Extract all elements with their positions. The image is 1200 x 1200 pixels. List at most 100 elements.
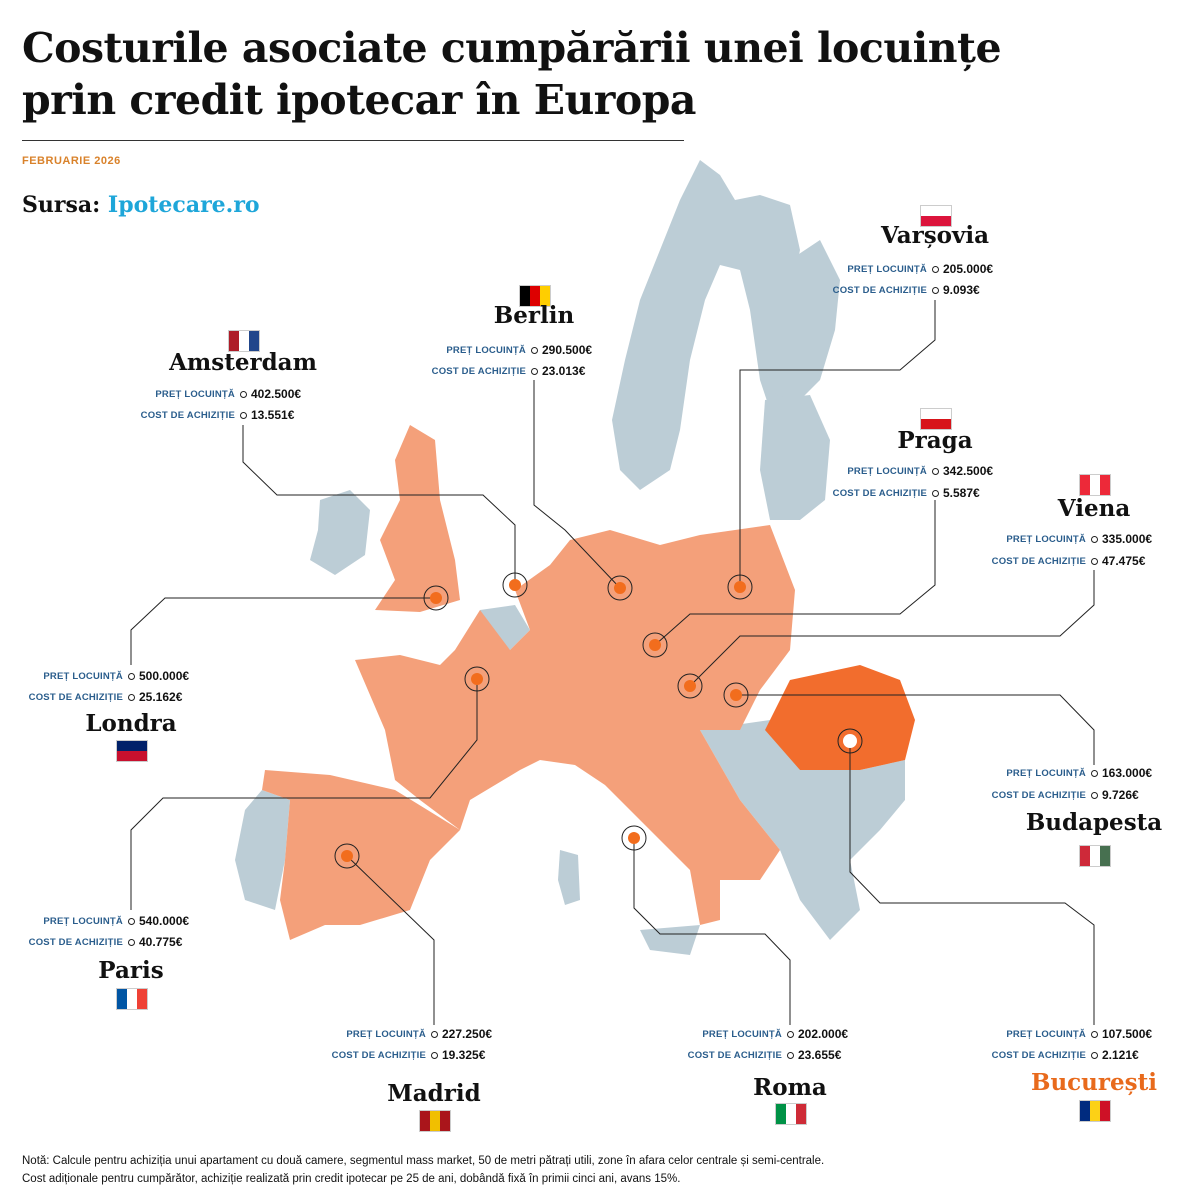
- marker-paris: [471, 673, 483, 685]
- knot-icon: [932, 468, 939, 475]
- cost-label: COST DE ACHIZIȚIE: [140, 409, 235, 421]
- marker-bucuresti: [843, 734, 857, 748]
- source-label: Sursa:: [22, 192, 101, 218]
- footnote: Notă: Calcule pentru achiziția unui apar…: [22, 1152, 824, 1188]
- city-name-viena: Viena: [1057, 495, 1131, 522]
- marker-ring-varsovia: [727, 574, 753, 600]
- cost-value: 13.551€: [251, 408, 295, 422]
- region-ireland: [310, 490, 370, 575]
- cost-value: 47.475€: [1102, 554, 1146, 568]
- cost-label: COST DE ACHIZIȚIE: [832, 284, 927, 296]
- city-name-praga: Praga: [897, 427, 973, 454]
- marker-londra: [430, 592, 442, 604]
- knot-icon: [1091, 1052, 1098, 1059]
- marker-ring-amsterdam: [502, 572, 528, 598]
- knot-icon: [1091, 770, 1098, 777]
- region-spain: [262, 770, 460, 940]
- flag-roma-icon: [775, 1103, 807, 1125]
- knot-icon: [1091, 558, 1098, 565]
- line-viena: [689, 570, 1095, 687]
- marker-varsovia: [734, 581, 746, 593]
- city-name-paris: Paris: [98, 957, 164, 984]
- price-label: PREȚ LOCUINȚĂ: [155, 388, 235, 400]
- region-finland: [775, 240, 840, 400]
- price-value: 290.500€: [542, 343, 593, 357]
- price-value: 342.500€: [943, 464, 994, 478]
- marker-roma: [628, 832, 640, 844]
- region-scandinavia: [612, 160, 800, 490]
- knot-icon: [128, 673, 135, 680]
- city-name-amsterdam: Amsterdam: [169, 349, 317, 376]
- cost-value: 9.093€: [943, 283, 980, 297]
- knot-icon: [787, 1031, 794, 1038]
- flag-praga-icon: [920, 408, 952, 430]
- marker-ring-praga: [642, 632, 668, 658]
- price-label: PREȚ LOCUINȚĂ: [847, 263, 927, 275]
- price-label: PREȚ LOCUINȚĂ: [43, 915, 123, 927]
- knot-icon: [240, 391, 247, 398]
- footnote-line-1: Notă: Calcule pentru achiziția unui apar…: [22, 1155, 825, 1167]
- price-value: 227.250€: [442, 1027, 493, 1041]
- region-portugal: [235, 790, 290, 910]
- cost-value: 2.121€: [1102, 1048, 1139, 1062]
- flag-amsterdam-icon: [228, 330, 260, 352]
- price-value: 107.500€: [1102, 1027, 1153, 1041]
- price-value: 402.500€: [251, 387, 302, 401]
- source-link[interactable]: Ipotecare.ro: [107, 192, 260, 218]
- city-name-berlin: Berlin: [493, 302, 575, 329]
- price-label: PREȚ LOCUINȚĂ: [702, 1028, 782, 1040]
- city-name-varsovia: Varșovia: [880, 222, 990, 249]
- marker-ring-londra: [423, 585, 449, 611]
- cost-value: 19.325€: [442, 1048, 486, 1062]
- marker-ring-berlin: [607, 575, 633, 601]
- title-line-1: Costurile asociate cumpărării unei locui…: [22, 24, 1002, 72]
- flag-varsovia-icon: [920, 205, 952, 227]
- price-value: 202.000€: [798, 1027, 849, 1041]
- marker-ring-bucuresti: [837, 728, 863, 754]
- knot-icon: [1091, 536, 1098, 543]
- line-bucuresti: [849, 741, 1095, 1025]
- knot-icon: [240, 412, 247, 419]
- city-name-roma: Roma: [753, 1074, 827, 1101]
- price-label: PREȚ LOCUINȚĂ: [1006, 1028, 1086, 1040]
- region-continent: [355, 525, 795, 925]
- region-balkans: [700, 720, 905, 940]
- page-title: Costurile asociate cumpărării unei locui…: [22, 22, 1022, 126]
- line-londra: [130, 597, 436, 665]
- region-sardinia: [558, 850, 580, 905]
- price-value: 205.000€: [943, 262, 994, 276]
- price-label: PREȚ LOCUINȚĂ: [446, 344, 526, 356]
- cost-value: 40.775€: [139, 935, 183, 949]
- title-line-2: prin credit ipotecar în Europa: [22, 76, 696, 124]
- line-madrid: [346, 855, 435, 1025]
- cost-label: COST DE ACHIZIȚIE: [991, 1049, 1086, 1061]
- source-line: Sursa: Ipotecare.ro: [22, 192, 260, 218]
- map-land: [235, 160, 915, 955]
- knot-icon: [1091, 792, 1098, 799]
- price-value: 163.000€: [1102, 766, 1153, 780]
- marker-budapesta: [730, 689, 742, 701]
- price-value: 335.000€: [1102, 532, 1153, 546]
- marker-madrid: [341, 850, 353, 862]
- cost-label: COST DE ACHIZIȚIE: [687, 1049, 782, 1061]
- region-uk: [375, 425, 460, 612]
- city-name-madrid: Madrid: [387, 1080, 481, 1107]
- line-budapesta: [736, 694, 1095, 765]
- line-varsovia: [739, 300, 936, 587]
- knot-icon: [128, 939, 135, 946]
- flag-paris-icon: [116, 988, 148, 1010]
- cost-label: COST DE ACHIZIȚIE: [431, 365, 526, 377]
- knot-icon: [932, 287, 939, 294]
- flag-berlin-icon: [519, 285, 551, 307]
- line-amsterdam: [242, 425, 516, 585]
- knot-icon: [128, 694, 135, 701]
- connector-lines: [130, 300, 1095, 1025]
- marker-praga: [649, 639, 661, 651]
- marker-ring-roma: [621, 825, 647, 851]
- cost-value: 5.587€: [943, 486, 980, 500]
- price-label: PREȚ LOCUINȚĂ: [1006, 533, 1086, 545]
- price-label: PREȚ LOCUINȚĂ: [1006, 767, 1086, 779]
- marker-ring-paris: [464, 666, 490, 692]
